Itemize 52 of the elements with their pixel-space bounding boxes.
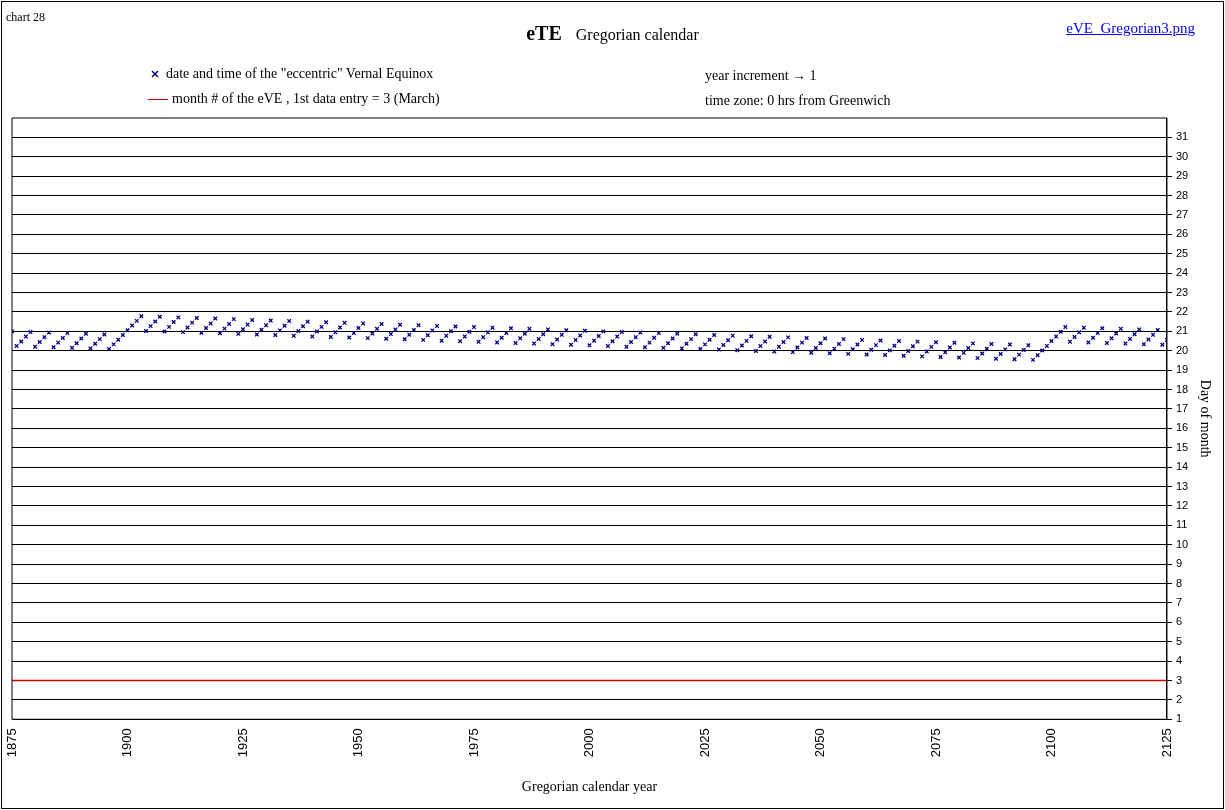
y-tick-label: 9 [1175, 557, 1183, 570]
y-tick-label: 7 [1175, 595, 1183, 608]
caption: chart 28 [6, 10, 45, 25]
y-tick-label: 4 [1175, 654, 1183, 667]
text: time zone: 0 hrs from Greenwich [705, 93, 891, 109]
x-tick-label: 2100 [1043, 728, 1059, 758]
x-axis-title: Gregorian calendar year [521, 779, 658, 795]
x-tick-label: 2125 [1158, 728, 1174, 758]
legend-label: date and time of the "eccentric" Vernal Equinox [166, 66, 434, 82]
x-tick-label: 2050 [812, 728, 828, 758]
y-tick-label: 25 [1175, 246, 1189, 259]
y-tick-label: 10 [1175, 537, 1189, 550]
legend-label: month # of the eVE , 1st data entry = 3 (March) [172, 91, 440, 107]
y-tick-label: 3 [1175, 673, 1183, 686]
chart-subtitle: Gregorian calendar [575, 26, 699, 43]
y-tick-label: 6 [1175, 615, 1183, 628]
y-tick-label: 31 [1175, 130, 1189, 143]
y-axis-title: Day of month [1197, 379, 1213, 458]
y-tick-label: 30 [1175, 149, 1189, 162]
y-tick-label: 5 [1175, 634, 1183, 647]
y-tick-label: 24 [1175, 266, 1189, 279]
x-tick-label: 1925 [234, 728, 250, 758]
y-tick-label: 15 [1175, 440, 1189, 453]
y-tick-label: 28 [1175, 188, 1189, 201]
y-tick-label: 29 [1175, 169, 1189, 182]
y-tick-label: 1 [1175, 712, 1183, 725]
y-tick-label: 22 [1175, 304, 1189, 317]
y-tick-label: 2 [1175, 692, 1183, 705]
y-tick-label: 8 [1175, 576, 1183, 589]
x-tick-label: 1975 [465, 728, 481, 758]
y-tick-label: 26 [1175, 227, 1189, 240]
x-tick-label: 2025 [696, 728, 712, 758]
x-tick-label: 1875 [3, 728, 19, 758]
y-tick-label: 17 [1175, 401, 1189, 414]
y-tick-label: 21 [1175, 324, 1189, 337]
y-tick-label: 19 [1175, 363, 1189, 376]
y-tick-label: 13 [1175, 479, 1189, 492]
text: year increment → 1 [705, 68, 817, 84]
x-tick-label: 2075 [927, 728, 943, 758]
y-tick-label: 16 [1175, 421, 1189, 434]
text: eVE_Gregorian3.png [1066, 20, 1195, 37]
y-tick-label: 20 [1175, 343, 1189, 356]
y-tick-label: 14 [1175, 460, 1189, 473]
y-tick-label: 27 [1175, 208, 1189, 221]
y-tick-label: 18 [1175, 382, 1189, 395]
y-tick-label: 23 [1175, 285, 1189, 298]
chart-title: eTE [526, 22, 562, 44]
y-tick-label: 11 [1175, 518, 1188, 531]
x-tick-label: 1950 [350, 728, 366, 758]
x-tick-label: 1900 [119, 728, 135, 758]
y-tick-label: 12 [1175, 498, 1189, 511]
x-tick-label: 2000 [581, 728, 597, 758]
